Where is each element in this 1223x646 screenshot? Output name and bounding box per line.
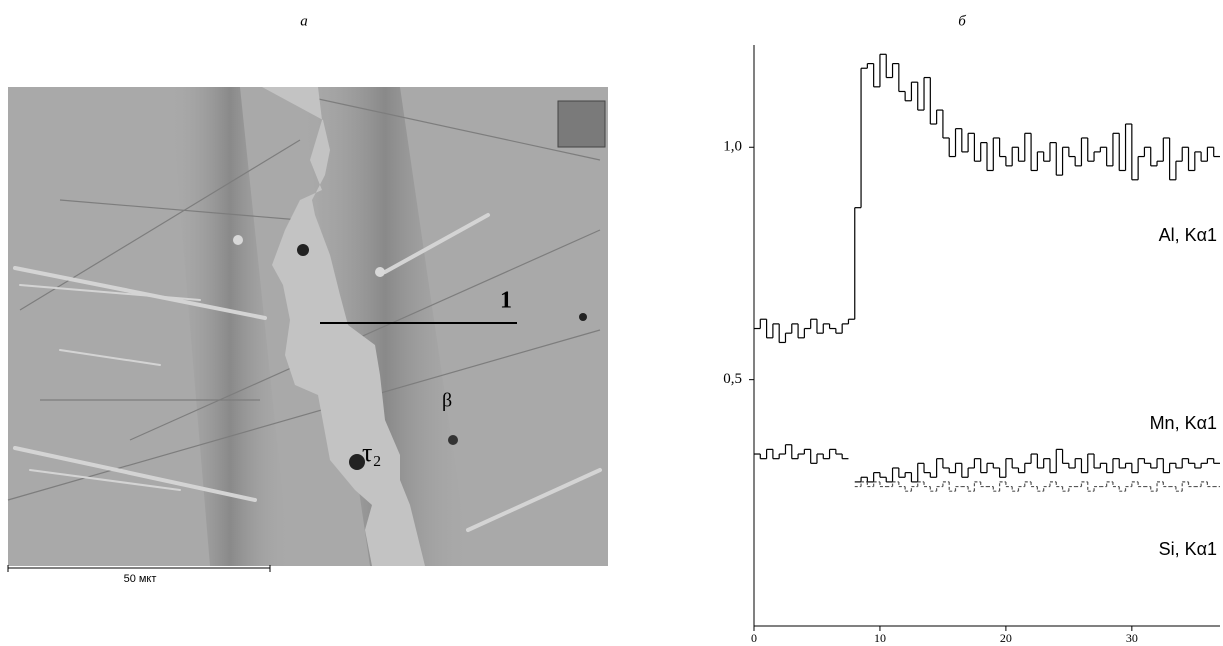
y-tick-label: 0,5 xyxy=(723,371,742,387)
micrograph: 1 τ₂ β 50 мкт xyxy=(7,87,608,585)
line-label: 1 xyxy=(500,288,512,314)
panel-label: а xyxy=(300,13,308,29)
series-label: Al, Kα1 xyxy=(1159,225,1217,245)
scale-bar-label: 50 мкт xyxy=(124,573,157,585)
phase-label: β xyxy=(442,390,452,412)
y-tick-label: 1,0 xyxy=(723,139,742,155)
series-label: Mn, Kα1 xyxy=(1150,413,1217,433)
panel-label: б xyxy=(958,13,966,29)
x-tick-label: 0 xyxy=(751,631,757,645)
line-scan-chart: 0 10 20 30 0,5 1,0 Al, Kα1 Mn, Kα1 Si, Kα1 xyxy=(723,45,1220,645)
series-label: Si, Kα1 xyxy=(1159,539,1217,559)
x-tick-label: 10 xyxy=(874,631,886,645)
x-tick-label: 20 xyxy=(1000,631,1012,645)
phase-label: τ₂ xyxy=(362,438,382,467)
x-tick-label: 30 xyxy=(1126,631,1138,645)
